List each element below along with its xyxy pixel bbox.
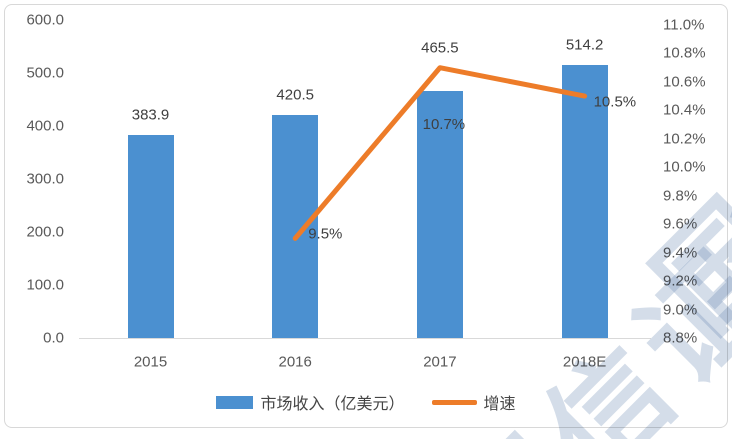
revenue-bar-swatch-icon [216, 395, 254, 409]
growth-line-swatch-icon [431, 399, 477, 405]
left-axis-tick: 200.0 [26, 223, 64, 241]
right-axis-tick: 10.2% [663, 130, 706, 148]
right-axis-tick: 10.4% [663, 101, 706, 119]
left-axis-tick: 100.0 [26, 276, 64, 294]
line-value-label-2017: 10.7% [422, 115, 466, 133]
category-label-2017: 2017 [423, 353, 457, 371]
bar-value-label-2015: 383.9 [131, 106, 170, 124]
legend-item-growth: 增速 [431, 390, 516, 414]
category-label-2018E: 2018E [562, 353, 607, 371]
left-axis-tick: 600.0 [26, 11, 64, 29]
legend-label-revenue: 市场收入（亿美元） [260, 396, 405, 413]
right-axis-tick: 9.8% [663, 187, 698, 205]
line-value-label-2016: 9.5% [308, 225, 343, 243]
left-axis-tick: 500.0 [26, 64, 64, 82]
left-axis-tick: 0.0 [43, 329, 64, 347]
line-value-label-2018E: 10.5% [593, 93, 637, 111]
right-axis-tick: 9.4% [663, 244, 698, 262]
legend-label-growth: 增速 [483, 396, 516, 413]
right-axis-tick: 9.6% [663, 215, 698, 233]
left-axis-tick: 300.0 [26, 170, 64, 188]
right-axis-tick: 8.8% [663, 329, 698, 347]
right-axis-tick: 11.0% [663, 16, 705, 34]
bar-value-label-2016: 420.5 [276, 86, 314, 104]
x-axis-baseline [79, 338, 651, 339]
right-axis-tick: 9.0% [663, 301, 698, 318]
bar-2015 [127, 134, 174, 338]
legend: 市场收入（亿美元） 增速 [0, 390, 732, 414]
legend-item-revenue: 市场收入（亿美元） [216, 390, 405, 414]
category-label-2015: 2015 [133, 353, 168, 371]
bar-value-label-2018E: 514.2 [565, 36, 604, 54]
bar-value-label-2017: 465.5 [421, 39, 459, 57]
right-axis-tick: 9.2% [663, 272, 698, 290]
right-axis-tick: 10.0% [663, 158, 706, 176]
left-axis-tick: 400.0 [26, 117, 64, 135]
right-axis-tick: 10.6% [663, 73, 706, 91]
category-label-2016: 2016 [278, 353, 312, 371]
chart-frame-border [4, 4, 728, 428]
right-axis-tick: 10.8% [663, 44, 706, 62]
